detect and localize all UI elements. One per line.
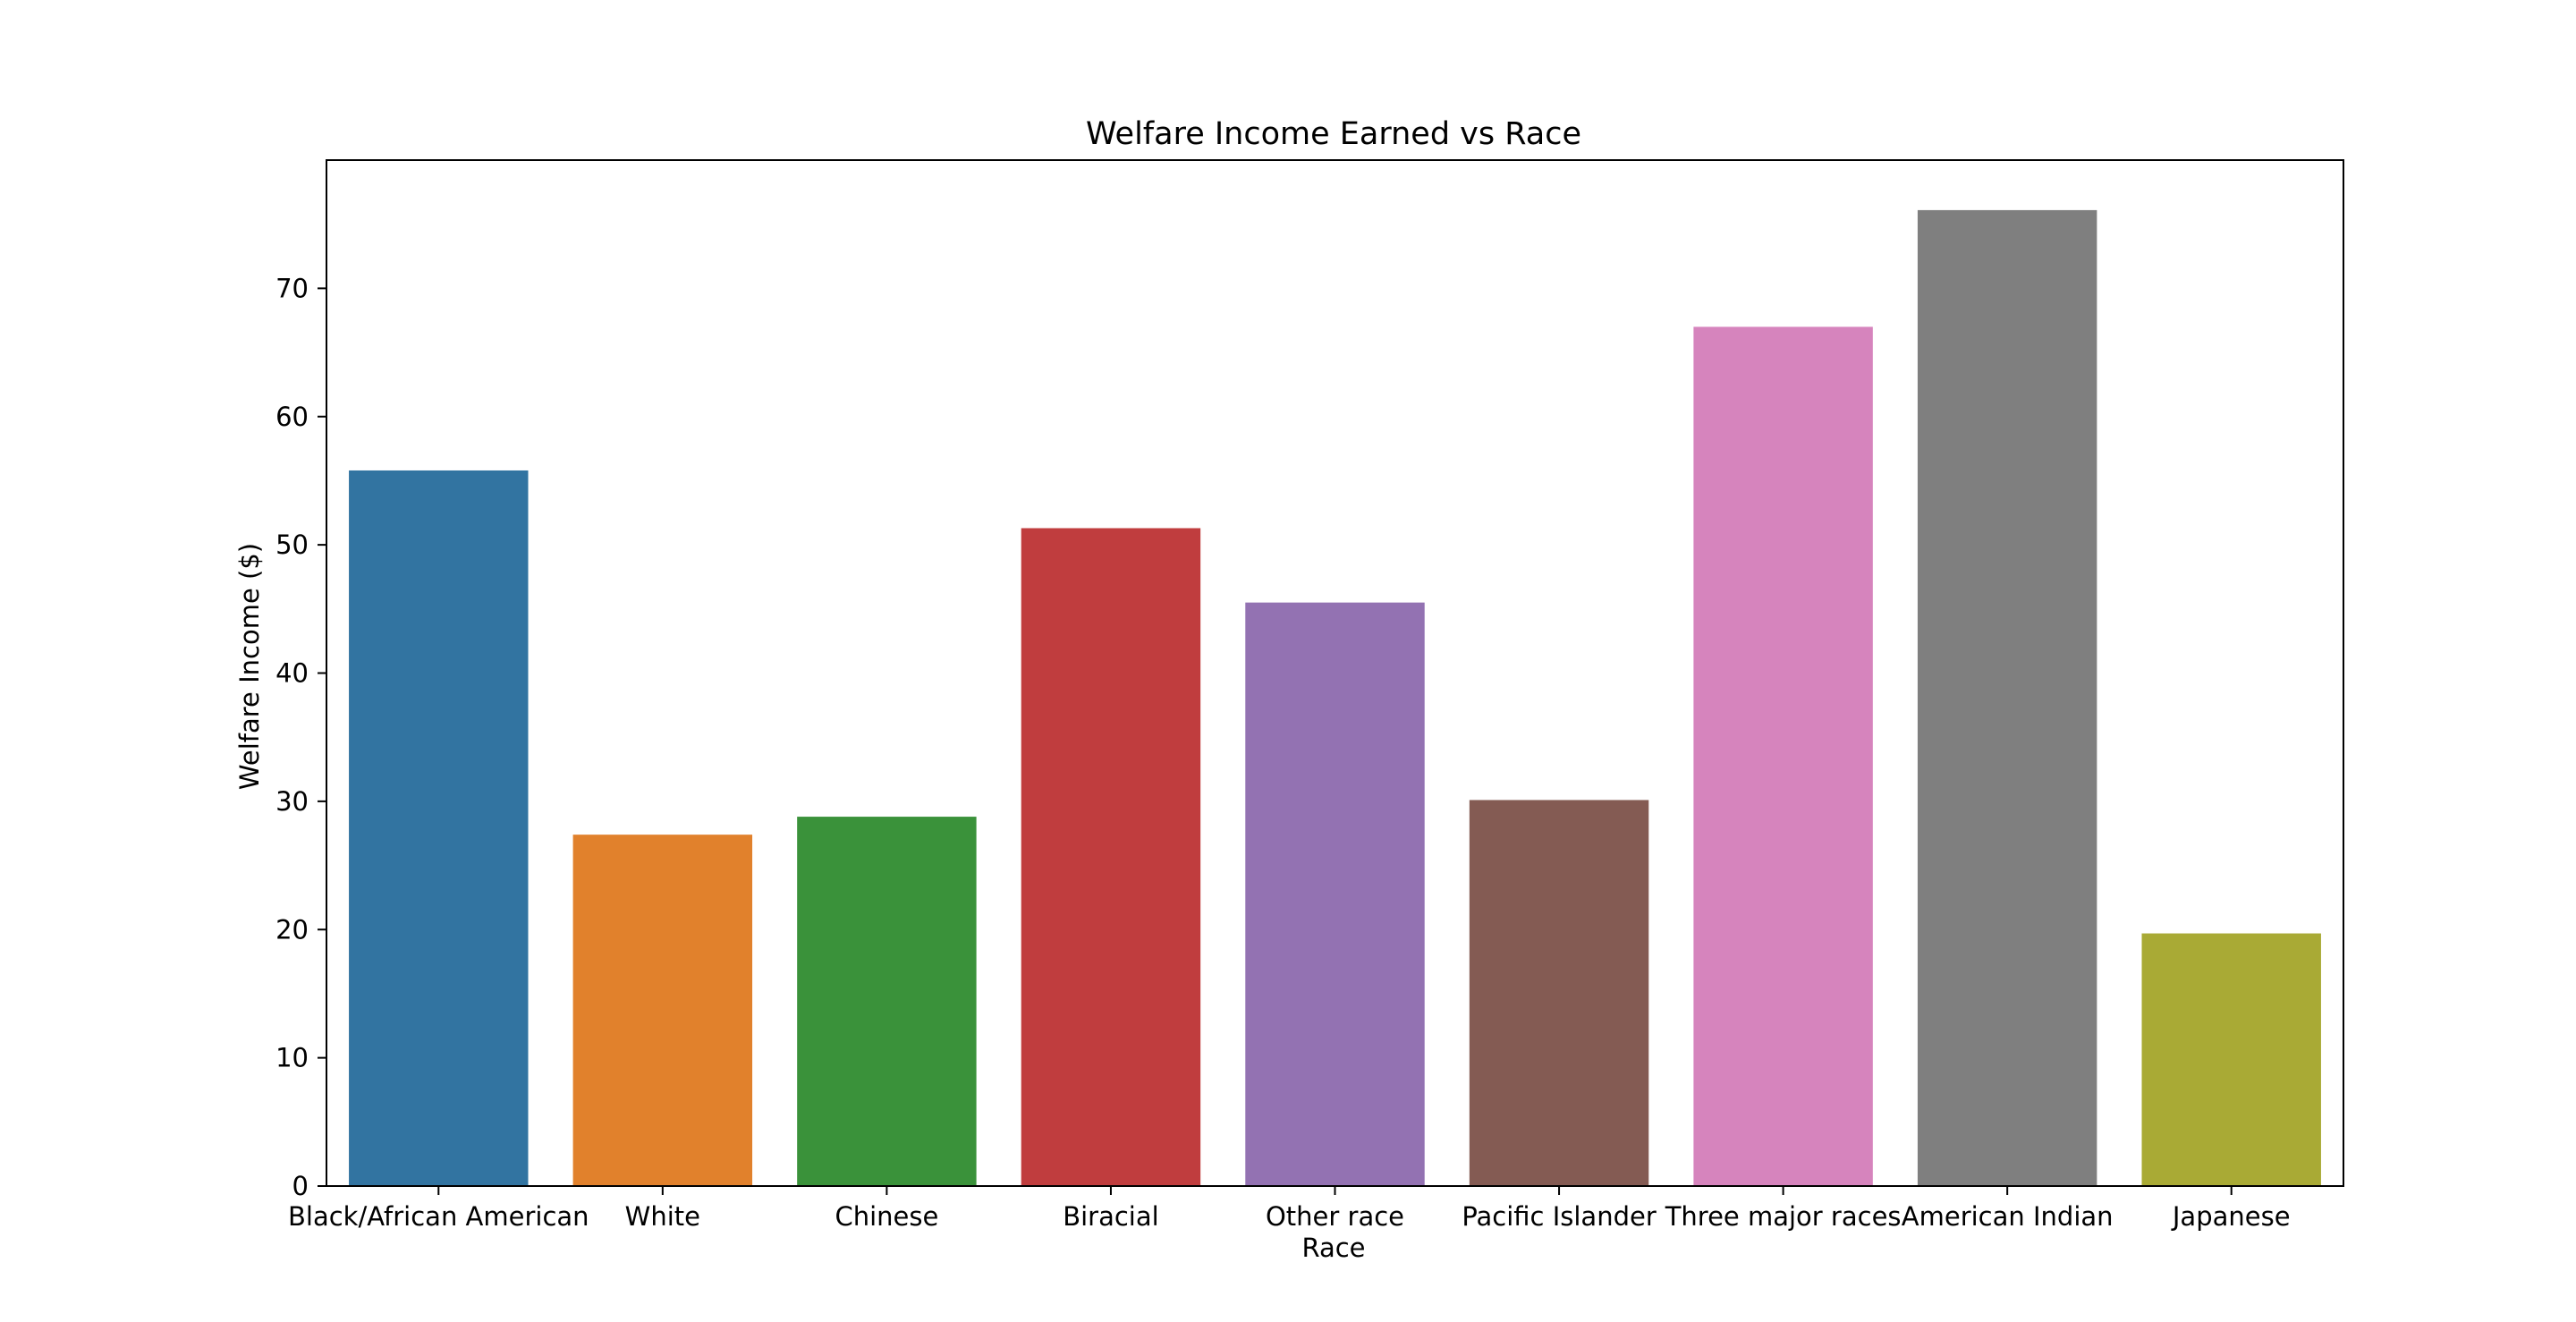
x-tick-label: Other race — [1266, 1201, 1404, 1232]
y-tick-label: 40 — [275, 658, 309, 689]
bar-8 — [2141, 933, 2321, 1186]
bar-4 — [1245, 602, 1425, 1186]
x-tick-label: American Indian — [1902, 1201, 2114, 1232]
bar-2 — [797, 817, 977, 1186]
y-tick-label: 20 — [275, 914, 309, 945]
y-tick-label: 30 — [275, 786, 309, 817]
x-tick-label: Biracial — [1063, 1201, 1158, 1232]
y-axis-label: Welfare Income ($) — [234, 543, 265, 790]
x-tick-label: Chinese — [835, 1201, 938, 1232]
y-axis: 0 10 20 30 40 50 60 70 — [275, 273, 326, 1201]
bar-3 — [1021, 528, 1201, 1186]
x-tick-label: White — [625, 1201, 700, 1232]
bar-1 — [572, 835, 753, 1186]
y-tick-label: 50 — [275, 530, 309, 560]
y-tick-label: 10 — [275, 1043, 309, 1073]
y-tick-label: 60 — [275, 402, 309, 432]
x-tick-label: Japanese — [2171, 1201, 2291, 1232]
y-tick-label: 0 — [292, 1171, 309, 1201]
plot-frame — [326, 159, 2344, 1187]
y-tick-label: 70 — [275, 273, 309, 303]
bar-7 — [1917, 209, 2097, 1186]
x-tick-label: Black/African American — [288, 1201, 589, 1232]
bar-0 — [349, 470, 529, 1186]
x-tick-label: Three major races — [1665, 1201, 1902, 1232]
x-tick-label: Pacific Islander — [1462, 1201, 1657, 1232]
x-axis-label: Race — [1301, 1233, 1365, 1263]
bars-layer — [349, 209, 2321, 1186]
bar-6 — [1693, 326, 1873, 1186]
bar-5 — [1469, 800, 1649, 1186]
chart-title: Welfare Income Earned vs Race — [1086, 116, 1581, 152]
x-axis: Black/African American White Chinese Biraci… — [288, 1186, 2291, 1232]
